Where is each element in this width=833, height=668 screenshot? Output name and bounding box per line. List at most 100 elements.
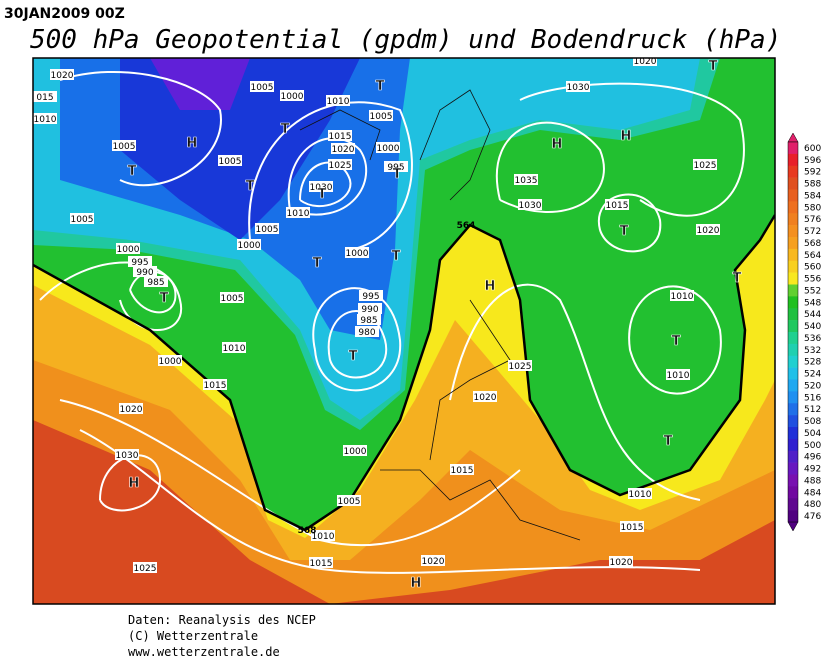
footer-line: Daten: Reanalysis des NCEP	[128, 613, 316, 627]
map: 1020 015 1010 1005 1000 1010 1005 1015 1020 1000 1…	[33, 58, 775, 604]
label-box	[222, 342, 246, 353]
pressure-label: 990	[361, 305, 378, 315]
label-box	[666, 369, 690, 380]
pressure-label: 1020	[51, 71, 74, 81]
label-box	[112, 140, 136, 151]
colorbar-label: 492	[804, 465, 821, 475]
colorbar-cell	[788, 427, 798, 440]
pressure-label: 1005	[370, 112, 393, 122]
colorbar-cell	[788, 308, 798, 321]
label-box	[116, 243, 140, 254]
pressure-label: 1005	[251, 83, 274, 93]
pressure-center: T	[160, 291, 169, 306]
pressure-label: 1015	[310, 559, 333, 569]
label-box	[693, 159, 717, 170]
pressure-label: 1005	[221, 294, 244, 304]
label-box	[119, 403, 143, 414]
label-box	[514, 174, 538, 185]
colorbar-cell	[788, 510, 798, 523]
colorbar-cell	[788, 225, 798, 238]
pressure-label: 1020	[120, 405, 143, 415]
colorbar-label: 524	[804, 370, 821, 380]
colorbar-label: 592	[804, 168, 821, 178]
colorbar-cell	[788, 189, 798, 202]
label-box	[70, 213, 94, 224]
pressure-label: 1005	[113, 142, 136, 152]
label-box	[628, 488, 652, 499]
label-box	[359, 290, 383, 301]
label-box	[670, 290, 694, 301]
label-box	[237, 239, 261, 250]
colorbar-label: 540	[804, 322, 821, 332]
colorbar-label: 528	[804, 358, 821, 368]
map-frame	[32, 57, 776, 605]
colorbar-cell	[788, 486, 798, 499]
pressure-center: H	[129, 476, 140, 491]
pressure-label: 995	[362, 292, 379, 302]
label-box	[518, 199, 542, 210]
colorbar-label: 584	[804, 191, 821, 201]
colorbar-arrow	[787, 132, 799, 143]
pressure-center: T	[313, 256, 322, 271]
pressure-center: H	[485, 279, 496, 294]
pressure-label: 995	[131, 258, 148, 268]
pressure-center: T	[393, 167, 402, 182]
pressure-label: 1010	[671, 292, 694, 302]
label-box	[326, 95, 350, 106]
label-box	[355, 326, 379, 337]
colorbar-label: 568	[804, 239, 821, 249]
colorbar-cell	[788, 355, 798, 368]
colorbar-cell	[788, 462, 798, 475]
pressure-center: T	[376, 79, 385, 94]
colorbar-cell	[788, 296, 798, 309]
colorbar-label: 488	[804, 476, 821, 486]
contour-label: 564	[457, 221, 476, 231]
label-box	[384, 161, 408, 172]
colorbar-cell	[788, 237, 798, 250]
label-box	[280, 90, 304, 101]
pressure-label: 980	[358, 328, 375, 338]
pressure-center: H	[552, 137, 563, 152]
pressure-label: 1005	[256, 225, 279, 235]
pressure-center: T	[128, 164, 137, 179]
label-box	[450, 464, 474, 475]
pressure-center: T	[672, 334, 681, 349]
colorbar-label: 552	[804, 286, 821, 296]
label-box	[220, 292, 244, 303]
colorbar-cell	[788, 332, 798, 345]
colorbar-label: 516	[804, 393, 821, 403]
label-box	[133, 266, 157, 277]
pressure-label: 1020	[610, 558, 633, 568]
colorbar-label: 484	[804, 488, 821, 498]
label-box	[369, 110, 393, 121]
label-box	[309, 181, 333, 192]
footer-line: (C) Wetterzentrale	[128, 629, 258, 643]
pressure-label: 1005	[338, 497, 361, 507]
colorbar-cell	[788, 153, 798, 167]
colorbar-label: 588	[804, 180, 821, 190]
colorbar-label: 572	[804, 227, 821, 237]
colorbar-label: 512	[804, 405, 821, 415]
colorbar-label: 520	[804, 381, 821, 391]
label-box	[33, 113, 57, 124]
label-box	[158, 355, 182, 366]
colorbar-label: 548	[804, 298, 821, 308]
colorbar-label: 564	[804, 251, 821, 261]
pressure-label: 1000	[346, 249, 369, 259]
label-box	[309, 557, 333, 568]
colorbar-label: 544	[804, 310, 821, 320]
colorbar-label: 500	[804, 441, 821, 451]
label-box	[128, 256, 152, 267]
colorbar-cell	[788, 379, 798, 392]
label-box	[508, 360, 532, 371]
colorbar-label: 536	[804, 334, 821, 344]
colorbar-cell	[788, 498, 798, 511]
label-box	[633, 58, 657, 66]
pressure-label: 015	[36, 93, 53, 103]
colorbar-frame	[787, 141, 799, 523]
colorbar-label: 480	[804, 500, 821, 510]
pressure-center: T	[733, 271, 742, 286]
label-box	[328, 159, 352, 170]
label-box	[218, 155, 242, 166]
colorbar-label: 576	[804, 215, 821, 225]
